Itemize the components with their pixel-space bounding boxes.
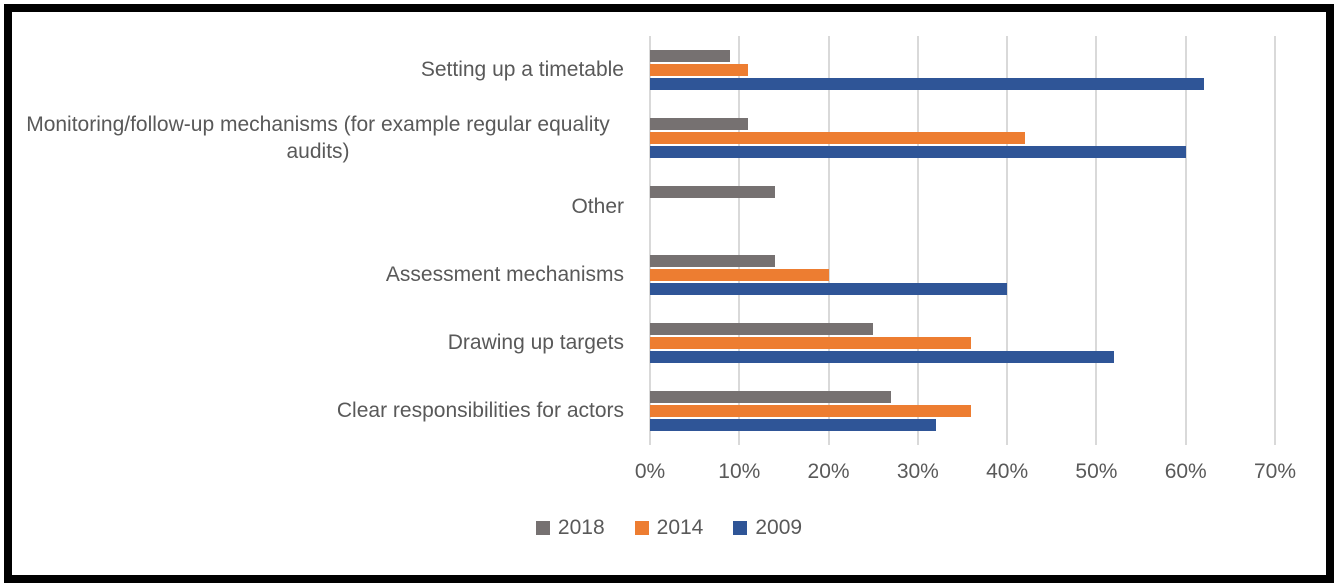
gridline	[1184, 36, 1187, 445]
chart-row: Drawing up targets	[12, 309, 1326, 377]
legend-item-2014: 2014	[634, 516, 704, 540]
chart-frame: Setting up a timetable Monitoring/follow-…	[4, 4, 1334, 583]
bar-2014	[650, 404, 972, 417]
chart-row: Monitoring/follow-up mechanisms (for exa…	[12, 104, 1326, 172]
category-label: Setting up a timetable	[12, 36, 650, 104]
gridline	[916, 36, 919, 445]
legend: 2018 2014 2009	[12, 516, 1326, 540]
bar-2009	[650, 350, 1115, 363]
category-label: Monitoring/follow-up mechanisms (for exa…	[12, 104, 650, 172]
bar-chart: Setting up a timetable Monitoring/follow-…	[12, 12, 1326, 575]
legend-color-swatch	[634, 521, 649, 535]
chart-rows: Setting up a timetable Monitoring/follow-…	[12, 36, 1326, 445]
x-axis-tick: 60%	[1164, 460, 1207, 483]
gridline	[827, 36, 830, 445]
category-label: Clear responsibilities for actors	[12, 377, 650, 445]
bar-2009	[650, 418, 936, 431]
bar-2018	[650, 118, 749, 131]
chart-row: Setting up a timetable	[12, 36, 1326, 104]
gridline	[649, 36, 651, 445]
chart-row: Other	[12, 172, 1326, 240]
category-label-text: Assessment mechanisms	[385, 262, 624, 286]
category-label: Other	[12, 172, 650, 240]
bar-group	[650, 36, 1275, 104]
bar-group	[650, 377, 1275, 445]
bar-2009	[650, 146, 1186, 159]
legend-color-swatch	[535, 521, 550, 535]
legend-label: 2009	[755, 516, 803, 539]
x-axis-tick: 30%	[896, 460, 939, 483]
category-label-text: Clear responsibilities for actors	[336, 399, 624, 423]
bar-2014	[650, 336, 972, 349]
category-label-text: Monitoring/follow-up mechanisms (for exa…	[26, 112, 610, 164]
bar-group	[650, 309, 1275, 377]
bar-group	[650, 104, 1275, 172]
category-label-text: Other	[571, 194, 624, 218]
bar-group	[650, 172, 1275, 240]
x-axis-tick: 40%	[986, 460, 1029, 483]
x-axis: 0% 10% 20% 30% 40% 50% 60% 70%	[635, 460, 1296, 486]
bar-2018	[650, 390, 892, 403]
x-axis-tick: 20%	[807, 460, 850, 483]
bar-group	[650, 241, 1275, 309]
bar-2014	[650, 64, 749, 77]
legend-item-2009: 2009	[733, 516, 802, 540]
x-axis-tick: 50%	[1075, 460, 1118, 483]
category-label: Drawing up targets	[12, 309, 650, 377]
x-axis-tick: 10%	[718, 460, 761, 483]
bar-2009	[650, 282, 1008, 295]
gridline	[1274, 36, 1276, 445]
bar-2009	[650, 78, 1204, 91]
plot-area: Setting up a timetable Monitoring/follow-…	[12, 36, 1326, 445]
legend-label: 2018	[557, 516, 605, 539]
bar-2018	[650, 186, 775, 199]
category-label-text: Drawing up targets	[447, 331, 624, 355]
gridlines	[649, 36, 1276, 445]
gridline	[738, 36, 741, 445]
gridline	[1006, 36, 1009, 445]
bar-2014	[650, 132, 1025, 145]
gridline	[1095, 36, 1098, 445]
bar-2018	[650, 254, 775, 267]
x-axis-tick: 0%	[634, 460, 666, 483]
legend-item-2018: 2018	[535, 516, 605, 540]
bar-2014	[650, 268, 829, 281]
chart-row: Clear responsibilities for actors	[12, 377, 1326, 445]
legend-color-swatch	[733, 521, 748, 535]
bar-2018	[650, 50, 731, 63]
category-label: Assessment mechanisms	[12, 241, 650, 309]
legend-label: 2014	[656, 516, 704, 539]
x-axis-tick: 70%	[1253, 460, 1297, 483]
chart-row: Assessment mechanisms	[12, 241, 1326, 309]
bar-2018	[650, 322, 874, 335]
category-label-text: Setting up a timetable	[420, 58, 624, 82]
